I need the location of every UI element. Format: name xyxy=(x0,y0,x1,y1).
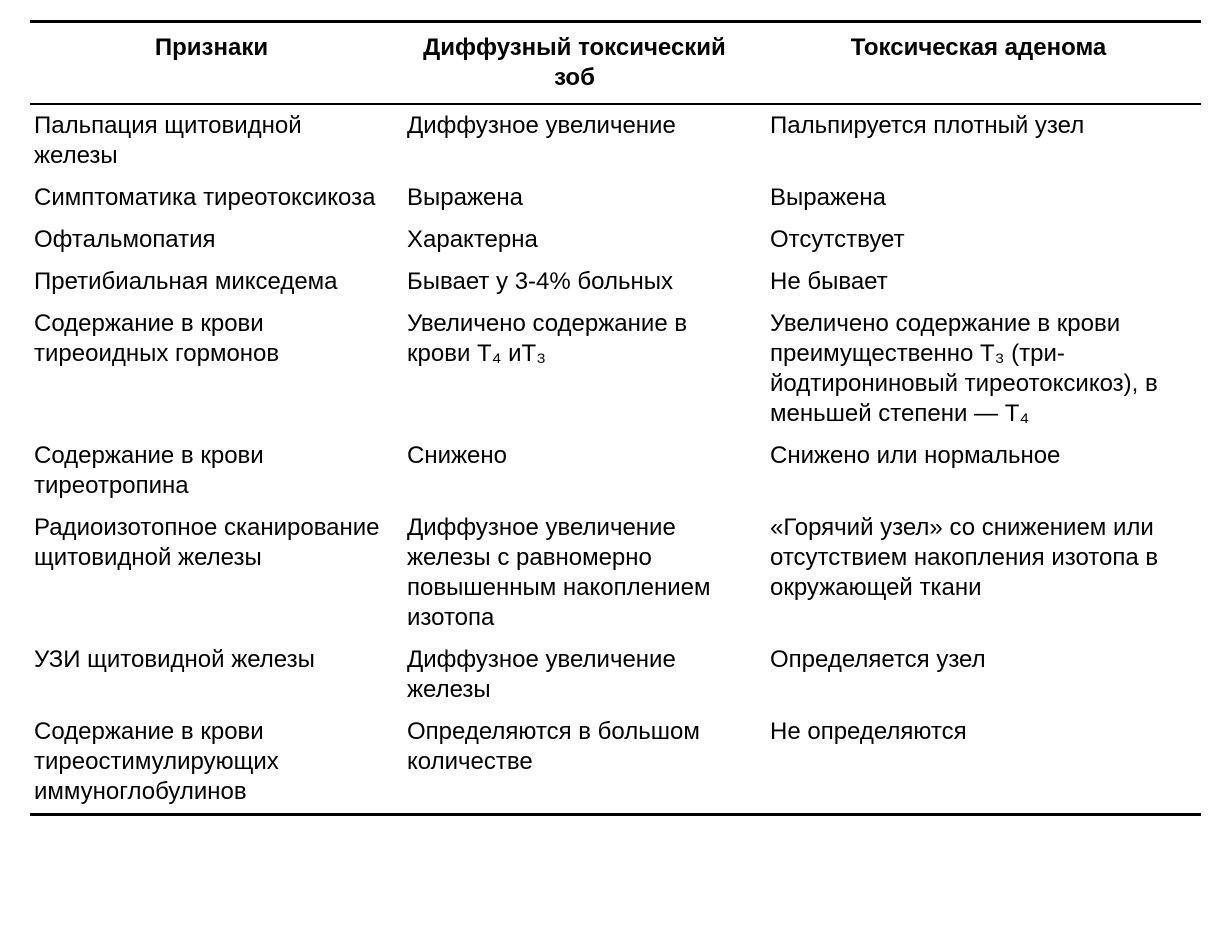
row-value: Отсутствует xyxy=(756,219,1201,261)
row-label: Пальпация щитовидной железы xyxy=(30,104,393,177)
table-row: Радиоизотопное скани­рование щитовидной … xyxy=(30,507,1201,639)
col-header-toxic-adenoma: Токсическая аденома xyxy=(756,22,1201,105)
table-row: ОфтальмопатияХарактернаОтсутствует xyxy=(30,219,1201,261)
col-header-signs: Признаки xyxy=(30,22,393,105)
row-label: УЗИ щитовидной железы xyxy=(30,639,393,711)
row-label: Радиоизотопное скани­рование щитовидной … xyxy=(30,507,393,639)
row-label: Симптоматика тирео­токсикоза xyxy=(30,177,393,219)
table-header-row: Признаки Диффузный токсический зоб Токси… xyxy=(30,22,1201,105)
row-value: «Горячий узел» со снижением или отсутств… xyxy=(756,507,1201,639)
row-label: Претибиальная миксе­дема xyxy=(30,261,393,303)
page-container: Признаки Диффузный токсический зоб Токси… xyxy=(0,0,1231,846)
table-row: Претибиальная миксе­демаБывает у 3-4% бо… xyxy=(30,261,1201,303)
col-header-diffuse-toxic-goiter: Диффузный токсический зоб xyxy=(393,22,756,105)
differential-diagnosis-table: Признаки Диффузный токсический зоб Токси… xyxy=(30,20,1201,816)
row-value: Выражена xyxy=(393,177,756,219)
row-value: Увеличено содержание в крови Т₄ иТ₃ xyxy=(393,303,756,435)
row-value: Определяется узел xyxy=(756,639,1201,711)
table-row: Пальпация щитовидной железыДиффузное уве… xyxy=(30,104,1201,177)
row-value: Пальпируется плотный узел xyxy=(756,104,1201,177)
row-label: Офтальмопатия xyxy=(30,219,393,261)
row-value: Диффузное увеличение железы xyxy=(393,639,756,711)
row-value: Определяются в боль­шом количестве xyxy=(393,711,756,815)
row-value: Не определяются xyxy=(756,711,1201,815)
row-value: Увеличено содержание в крови преимуществ… xyxy=(756,303,1201,435)
row-label: Содержание в крови тиреостимулирующих им… xyxy=(30,711,393,815)
table-body: Пальпация щитовидной железыДиффузное уве… xyxy=(30,104,1201,815)
table-row: Симптоматика тирео­токсикозаВыраженаВыра… xyxy=(30,177,1201,219)
row-value: Бывает у 3-4% больных xyxy=(393,261,756,303)
row-value: Выражена xyxy=(756,177,1201,219)
row-value: Диффузное увеличение железы с равномерно… xyxy=(393,507,756,639)
table-row: Содержание в крови тиреоидных гормоновУв… xyxy=(30,303,1201,435)
row-value: Не бывает xyxy=(756,261,1201,303)
table-row: УЗИ щитовидной железыДиффузное увеличени… xyxy=(30,639,1201,711)
row-value: Снижено или нормальное xyxy=(756,435,1201,507)
row-label: Содержание в крови тиреотропина xyxy=(30,435,393,507)
row-value: Характерна xyxy=(393,219,756,261)
table-row: Содержание в крови тиреостимулирующих им… xyxy=(30,711,1201,815)
table-row: Содержание в крови тиреотропинаСниженоСн… xyxy=(30,435,1201,507)
row-value: Диффузное увеличение xyxy=(393,104,756,177)
row-label: Содержание в крови тиреоидных гормонов xyxy=(30,303,393,435)
row-value: Снижено xyxy=(393,435,756,507)
